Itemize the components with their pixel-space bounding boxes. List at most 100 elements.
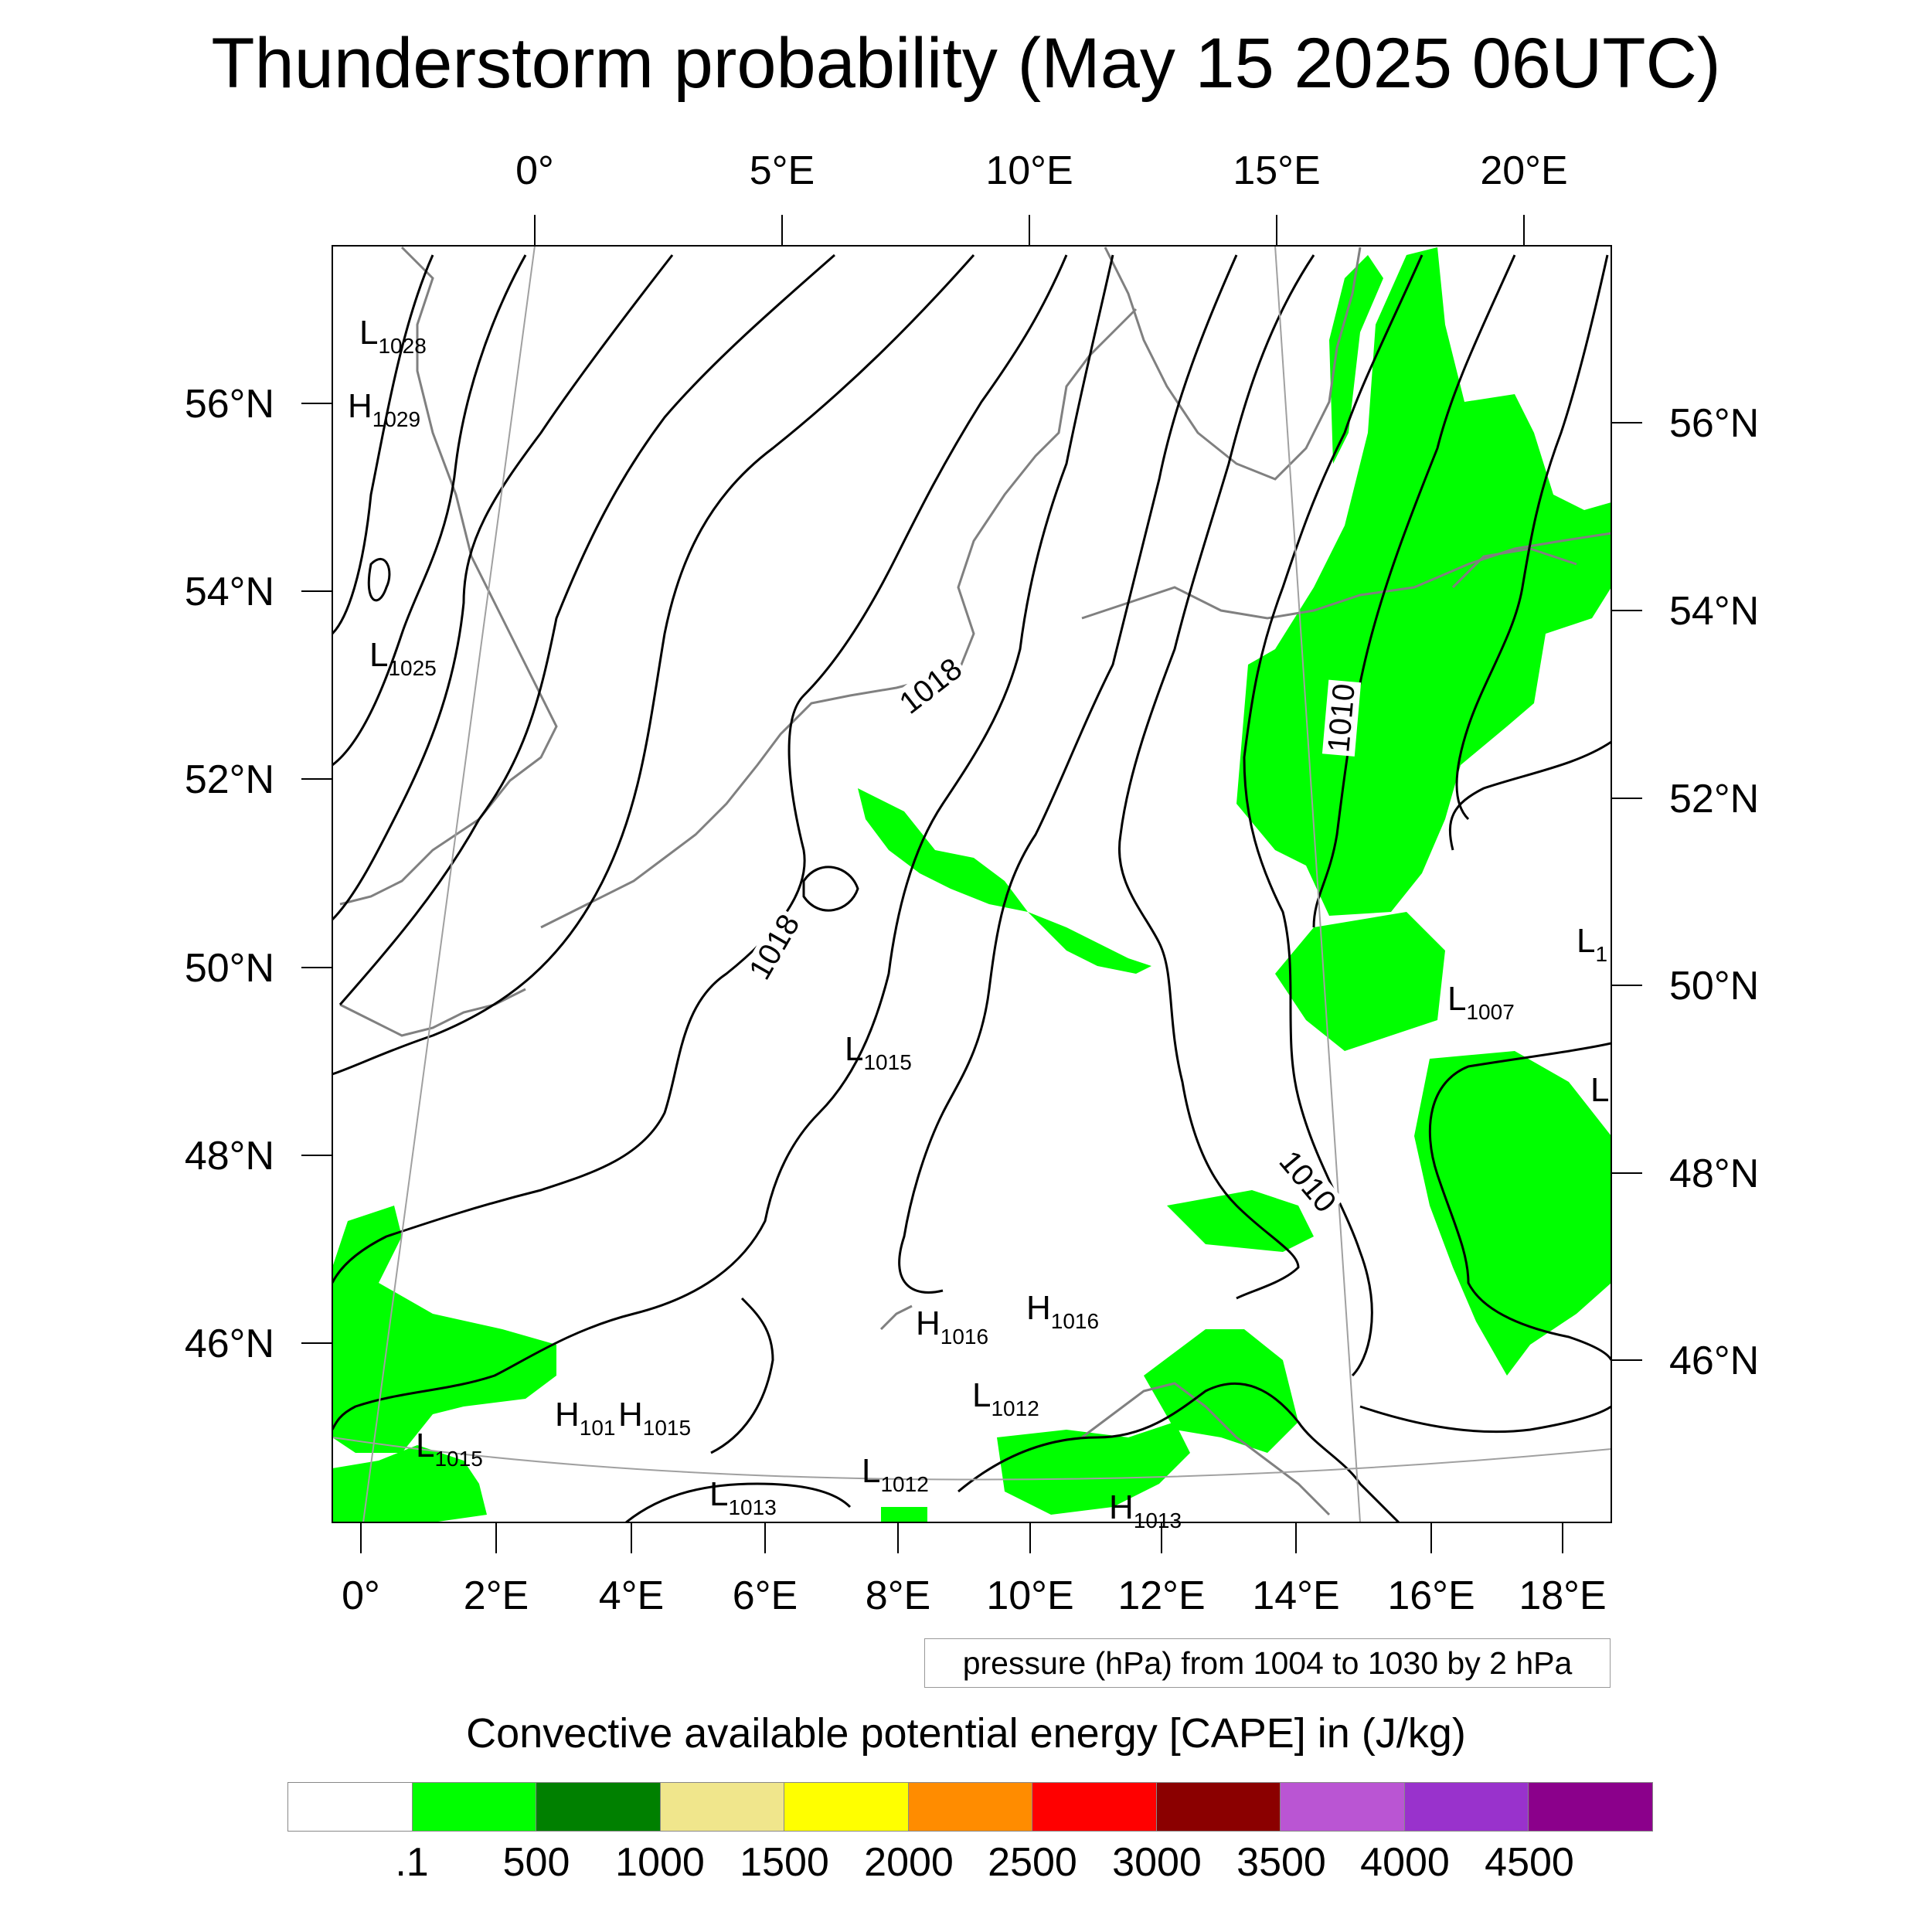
tick-bottom <box>360 1522 1563 1553</box>
cape-area-croatia <box>997 1422 1190 1515</box>
left-lat-label: 56°N <box>185 382 274 427</box>
pressure-center: L1012 <box>862 1452 929 1496</box>
tick-right <box>1611 422 1642 1361</box>
coastlines <box>339 246 1611 1516</box>
cape-area-balkan-south <box>881 1507 927 1522</box>
cape-area-belgium <box>858 788 1028 912</box>
pressure-center: H101 <box>555 1396 616 1440</box>
isobar <box>898 254 1238 1294</box>
coastline-adriatic <box>1081 1382 1331 1516</box>
meridian-0 <box>362 246 536 1522</box>
right-lat-label: 54°N <box>1669 589 1759 634</box>
isobar-label: 1010 <box>1321 682 1362 753</box>
legend-swatch <box>1281 1783 1405 1831</box>
pressure-center: L1015 <box>416 1427 483 1471</box>
top-lon-label: 0° <box>515 148 554 193</box>
isobar <box>625 1482 852 1522</box>
coastline-sweden <box>1104 247 1362 481</box>
legend-label: 3000 <box>1112 1840 1202 1885</box>
bottom-lon-label: 14°E <box>1252 1573 1339 1618</box>
legend-label: 500 <box>502 1840 570 1885</box>
axis-labels: 0° 5°E 10°E 15°E 20°E 0° 2°E 4°E 6°E 8°E… <box>185 148 1759 1618</box>
coastline-britain <box>339 246 558 906</box>
isobar <box>802 866 859 912</box>
pressure-center: H1016 <box>1026 1289 1099 1333</box>
top-lon-label: 20°E <box>1480 148 1567 193</box>
bottom-lon-label: 18°E <box>1519 1573 1606 1618</box>
coastline-baltic-south <box>1081 532 1611 620</box>
meridian-15e <box>1274 246 1361 1522</box>
left-lat-label: 50°N <box>185 946 274 991</box>
pressure-center: H1013 <box>1109 1488 1182 1532</box>
isobar <box>957 1382 1400 1522</box>
legend-label: 4500 <box>1485 1840 1574 1885</box>
right-lat-label: 48°N <box>1669 1151 1759 1196</box>
legend-swatch <box>1404 1783 1529 1831</box>
bottom-lon-label: 4°E <box>599 1573 664 1618</box>
legend-swatch <box>784 1783 909 1831</box>
isobar <box>367 558 391 602</box>
pressure-center: L1015 <box>845 1030 912 1074</box>
pressure-center: L1028 <box>359 314 427 358</box>
isobar <box>1118 254 1315 1300</box>
legend-label: 3500 <box>1236 1840 1326 1885</box>
tick-marks <box>301 215 1642 1553</box>
top-lon-label: 10°E <box>985 148 1073 193</box>
cape-area-slovenia <box>1144 1329 1298 1453</box>
legend-swatch <box>1529 1783 1653 1831</box>
top-lon-label: 15°E <box>1233 148 1320 193</box>
isobar <box>332 254 527 767</box>
pressure-center: L1012 <box>972 1376 1039 1420</box>
legend-label: 2500 <box>988 1840 1077 1885</box>
pressure-center: L1007 <box>1447 980 1515 1024</box>
coastline-north-sea-continent <box>540 671 959 929</box>
coastline-denmark <box>957 308 1138 673</box>
chart-title: Thunderstorm probability (May 15 2025 06… <box>211 24 1721 103</box>
contour-info-box: pressure (hPa) from 1004 to 1030 by 2 hP… <box>924 1638 1611 1688</box>
pressure-center: L <box>1590 1071 1609 1109</box>
color-legend-bar <box>287 1782 1653 1832</box>
pressure-center: L1013 <box>709 1475 777 1519</box>
isobar <box>332 254 1068 1284</box>
coastline-ligurian <box>879 1304 913 1331</box>
coastline-britain-south <box>339 988 526 1037</box>
legend-swatch <box>1032 1783 1157 1831</box>
pressure-centers: L1028 H1029 L1025 L1015 H1016 H1016 H101… <box>348 314 1609 1532</box>
legend-label: 1000 <box>615 1840 705 1885</box>
cape-area-czech <box>1275 912 1445 1051</box>
bottom-lon-label: 10°E <box>986 1573 1073 1618</box>
isobar <box>1455 254 1609 821</box>
graticule <box>332 246 1611 1522</box>
legend-swatch <box>1156 1783 1281 1831</box>
isobar <box>1312 254 1516 928</box>
cape-area-east-poland <box>1236 247 1611 916</box>
isobar <box>332 254 674 921</box>
isobar-label: 1018 <box>743 909 807 985</box>
bottom-lon-label: 6°E <box>733 1573 798 1618</box>
legend-label: 2000 <box>864 1840 954 1885</box>
bottom-lon-label: 0° <box>342 1573 380 1618</box>
tick-left <box>301 403 332 1344</box>
isobar <box>338 253 835 1005</box>
isobars <box>332 253 1611 1522</box>
cape-area-hungary <box>1414 1051 1611 1376</box>
left-lat-label: 52°N <box>185 757 274 802</box>
pressure-center: L1 <box>1577 922 1607 966</box>
isobar <box>1428 1042 1611 1361</box>
isobar <box>1243 254 1423 1377</box>
cape-area-alps-east <box>1167 1190 1314 1252</box>
bottom-lon-label: 2°E <box>464 1573 529 1618</box>
legend-title: Convective available potential energy [C… <box>466 1710 1466 1757</box>
top-lon-label: 5°E <box>750 148 815 193</box>
right-lat-label: 52°N <box>1669 777 1759 821</box>
isobar <box>710 1297 774 1454</box>
legend-label: 1500 <box>740 1840 829 1885</box>
right-lat-label: 50°N <box>1669 964 1759 1009</box>
legend-labels: .1 500 1000 1500 2000 2500 3000 3500 400… <box>0 1839 1932 1893</box>
isobar <box>332 254 975 1076</box>
bottom-lon-label: 8°E <box>866 1573 930 1618</box>
bottom-lon-label: 12°E <box>1117 1573 1205 1618</box>
right-lat-label: 46°N <box>1669 1338 1759 1383</box>
legend-swatch <box>908 1783 1033 1831</box>
